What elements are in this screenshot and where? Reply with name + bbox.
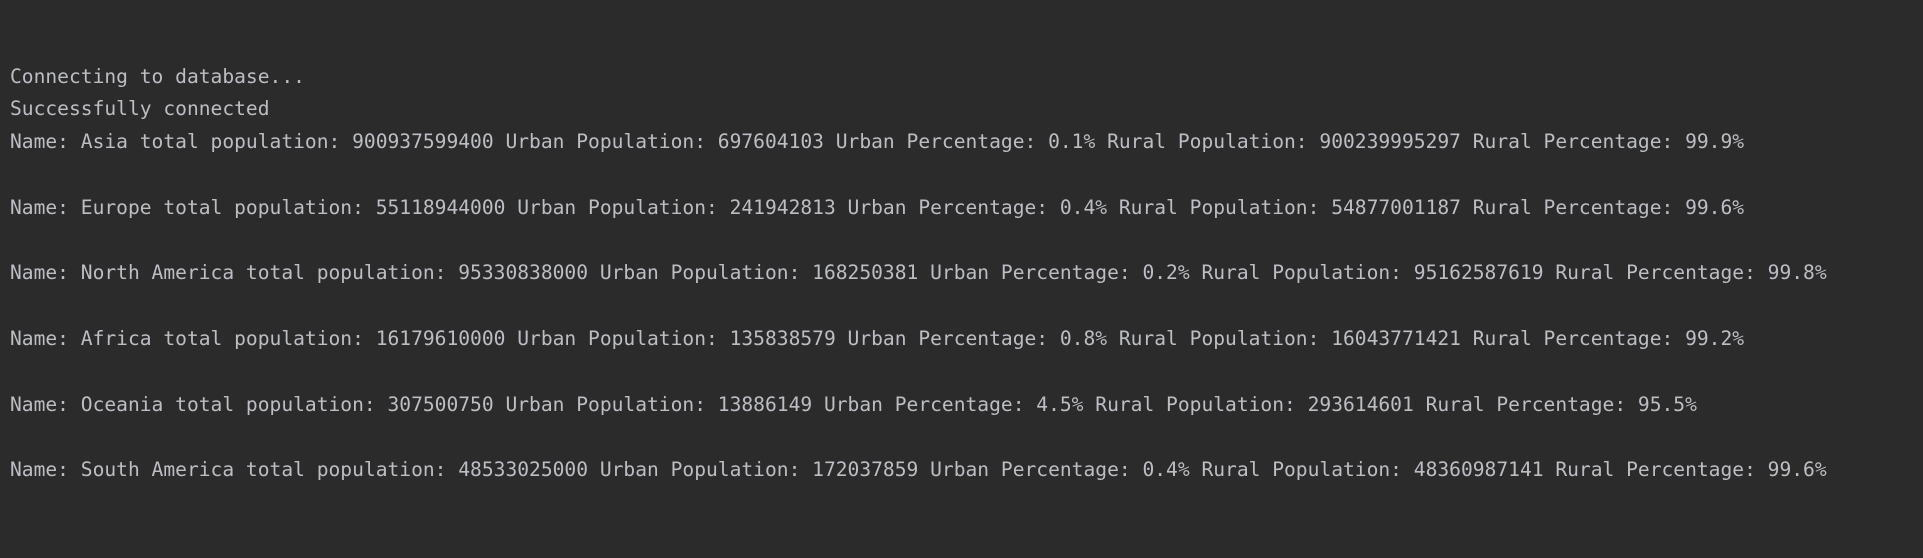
- record-line: Name: South America total population: 48…: [10, 458, 1827, 482]
- record-line: Name: Africa total population: 161796100…: [10, 326, 1745, 350]
- status-line: Successfully connected: [10, 97, 270, 121]
- status-line: Connecting to database...: [10, 64, 305, 88]
- console-lines: Connecting to database... Successfully co…: [10, 61, 1923, 487]
- record-line: Name: Asia total population: 90093759940…: [10, 130, 1745, 154]
- console-output: Connecting to database... Successfully co…: [10, 65, 1827, 482]
- record-line: Name: Europe total population: 551189440…: [10, 195, 1745, 219]
- record-line: Name: Oceania total population: 30750075…: [10, 392, 1697, 416]
- record-line: Name: North America total population: 95…: [10, 261, 1827, 285]
